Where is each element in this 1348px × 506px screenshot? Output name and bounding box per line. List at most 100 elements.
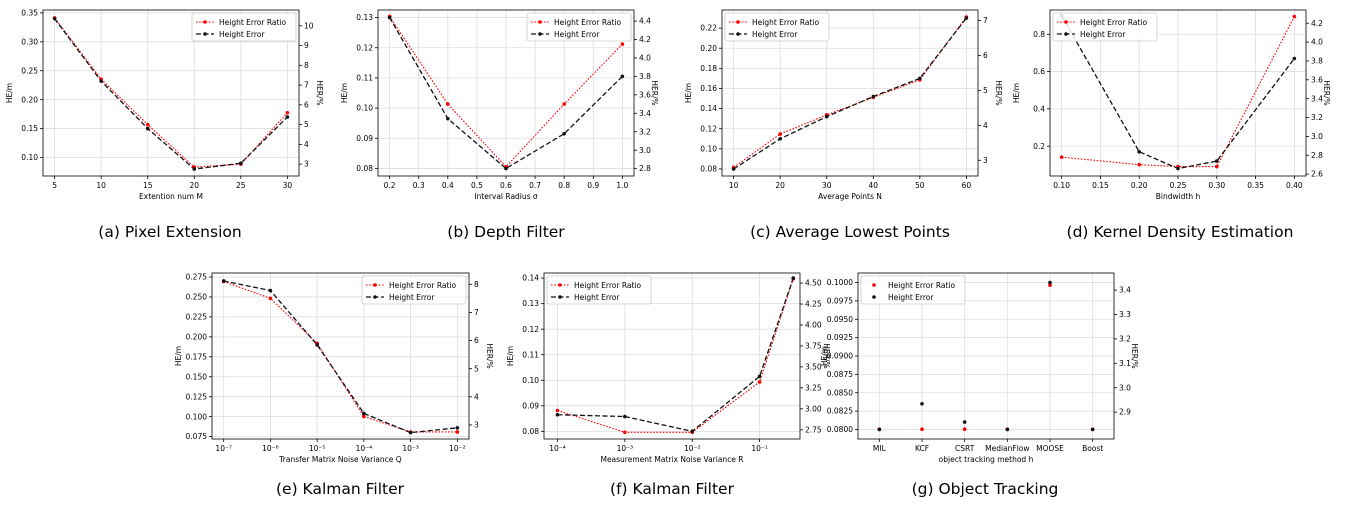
legend-ratio-marker bbox=[872, 283, 876, 287]
y2-tick-label: 4.0 bbox=[1311, 38, 1323, 47]
subfigure-caption: (a) Pixel Extension bbox=[98, 223, 241, 241]
y-tick-label: 0.13 bbox=[356, 13, 373, 22]
error-point bbox=[1005, 427, 1010, 432]
x-tick-label: 10⁻¹ bbox=[751, 444, 768, 453]
y-tick-label: 0.12 bbox=[522, 325, 539, 334]
error-point bbox=[99, 79, 103, 83]
legend-ratio-marker bbox=[538, 20, 542, 24]
legend-ratio-marker bbox=[736, 20, 740, 24]
legend: Height Error Ratio Height Error bbox=[546, 275, 652, 305]
chart-panel: 5 10 15 20 25 30 0.10 0.15 0.20 0.25 0.30 0.35 3 4 5 6 7… bbox=[5, 8, 324, 201]
y2-tick-label: 4 bbox=[304, 140, 309, 149]
legend: Height Error Ratio Height Error bbox=[1052, 12, 1158, 42]
legend-ratio-label: Height Error Ratio bbox=[554, 18, 622, 27]
y2-tick-label: 5 bbox=[474, 364, 479, 373]
x-tick-label: 0.20 bbox=[1131, 181, 1148, 190]
y-tick-label: 0.8 bbox=[1033, 30, 1045, 39]
y2-tick-label: 4 bbox=[983, 121, 988, 130]
y2-tick-label: 3.8 bbox=[1311, 57, 1323, 66]
plot-frame bbox=[721, 9, 979, 177]
x-tick-label: 0.30 bbox=[1208, 181, 1225, 190]
error-point bbox=[268, 288, 273, 293]
legend-ratio-label: Height Error Ratio bbox=[1080, 18, 1148, 27]
y2-axis-label: HER/% bbox=[315, 80, 324, 105]
error-point bbox=[562, 131, 566, 136]
y-axis-label: HE/m bbox=[820, 346, 829, 366]
y-tick-label: 0.075 bbox=[186, 432, 208, 441]
ratio-point bbox=[1137, 162, 1142, 167]
legend-box bbox=[191, 12, 297, 42]
y2-tick-label: 3.6 bbox=[1311, 75, 1323, 84]
y-tick-label: 0.14 bbox=[700, 104, 717, 113]
subfigure-caption: (g) Object Tracking bbox=[912, 480, 1059, 498]
y2-tick-label: 3.4 bbox=[1119, 286, 1131, 295]
y-axis-label: HE/m bbox=[340, 83, 349, 103]
legend-ratio-marker bbox=[558, 283, 562, 287]
y2-tick-label: 3.25 bbox=[805, 383, 822, 392]
legend-error-marker bbox=[373, 295, 377, 299]
legend-ratio-marker bbox=[1064, 20, 1068, 24]
y2-tick-label: 4.0 bbox=[639, 54, 651, 63]
error-point bbox=[1048, 280, 1052, 285]
x-tick-label: 0.15 bbox=[1092, 181, 1109, 190]
y2-tick-label: 6 bbox=[983, 51, 988, 60]
legend-box bbox=[1052, 12, 1158, 42]
error-point bbox=[623, 414, 627, 419]
x-axis-label: Bindwidth h bbox=[1156, 192, 1201, 201]
ratio-point bbox=[778, 132, 782, 136]
x-tick-label: 20 bbox=[189, 181, 199, 190]
y2-tick-label: 3.0 bbox=[639, 146, 651, 155]
legend-error-marker bbox=[736, 32, 740, 36]
y-tick-label: 0.200 bbox=[186, 332, 208, 341]
error-point bbox=[877, 427, 882, 432]
ratio-point bbox=[555, 408, 560, 413]
error-point bbox=[455, 426, 460, 430]
ratio-point bbox=[1048, 283, 1052, 288]
error-point bbox=[387, 15, 392, 20]
x-axis-label: Extention num M bbox=[139, 192, 203, 201]
legend-ratio-label: Height Error Ratio bbox=[389, 281, 457, 290]
x-tick-label: KCF bbox=[915, 444, 929, 453]
y2-axis-label: HER/% bbox=[1130, 343, 1139, 368]
y2-tick-label: 4.4 bbox=[639, 17, 651, 26]
subfigure-caption: (c) Average Lowest Points bbox=[750, 223, 950, 241]
error-point bbox=[620, 74, 625, 79]
x-tick-label: 30 bbox=[822, 181, 832, 190]
legend-error-label: Height Error bbox=[554, 30, 600, 39]
y2-tick-label: 3 bbox=[304, 160, 309, 169]
y2-tick-label: 3.8 bbox=[639, 72, 651, 81]
plot-frame bbox=[857, 272, 1115, 440]
y2-tick-label: 3.6 bbox=[639, 90, 651, 99]
x-tick-label: 25 bbox=[236, 181, 246, 190]
x-tick-label: 15 bbox=[143, 181, 153, 190]
y2-axis-label: HER/% bbox=[994, 80, 1003, 105]
y-tick-label: 0.11 bbox=[356, 74, 373, 83]
y-tick-label: 0.1000 bbox=[827, 278, 853, 287]
error-point bbox=[1090, 427, 1095, 432]
legend-ratio-label: Height Error Ratio bbox=[888, 281, 956, 290]
chart-panel: 0.2 0.3 0.4 0.5 0.6 0.7 0.8 0.9 1.0 0.08 0.09 0.10 0… bbox=[340, 9, 659, 201]
y2-tick-label: 3.3 bbox=[1119, 310, 1131, 319]
error-point bbox=[362, 411, 366, 416]
legend-ratio-marker bbox=[373, 283, 377, 287]
ratio-point bbox=[1214, 164, 1219, 169]
series-height-error-line bbox=[223, 280, 458, 434]
x-tick-label: 10⁻² bbox=[449, 444, 466, 453]
y-tick-label: 0.0800 bbox=[827, 425, 853, 434]
error-point bbox=[1292, 56, 1297, 61]
legend-box bbox=[860, 275, 966, 305]
legend-error-marker bbox=[538, 32, 542, 36]
y-tick-label: 0.20 bbox=[21, 95, 38, 104]
subfigure-caption: (f) Kalman Filter bbox=[610, 480, 735, 498]
x-tick-label: 10⁻⁷ bbox=[215, 444, 232, 453]
x-tick-label: 50 bbox=[915, 181, 925, 190]
error-point bbox=[871, 94, 876, 99]
legend-box bbox=[361, 275, 467, 305]
ratio-point bbox=[562, 102, 566, 106]
legend-error-label: Height Error bbox=[389, 293, 435, 302]
error-point bbox=[778, 136, 782, 141]
y-tick-label: 0.2 bbox=[1033, 142, 1045, 151]
y-tick-label: 0.0925 bbox=[827, 333, 853, 342]
y2-tick-label: 3 bbox=[474, 421, 479, 430]
